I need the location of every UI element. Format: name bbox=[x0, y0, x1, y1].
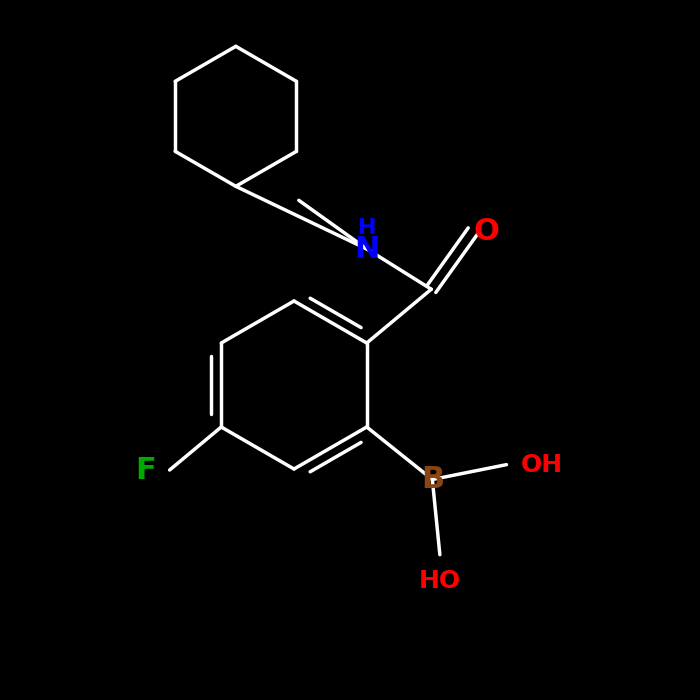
Text: OH: OH bbox=[521, 453, 563, 477]
Text: B: B bbox=[421, 465, 444, 494]
Text: H: H bbox=[358, 218, 377, 238]
Text: O: O bbox=[474, 216, 500, 246]
Text: HO: HO bbox=[419, 568, 461, 593]
Text: F: F bbox=[135, 456, 155, 484]
Text: N: N bbox=[354, 234, 380, 264]
